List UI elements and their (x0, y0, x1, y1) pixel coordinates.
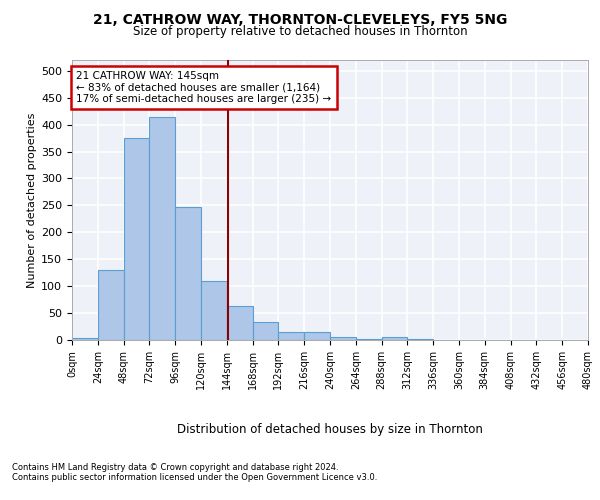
Text: Contains HM Land Registry data © Crown copyright and database right 2024.: Contains HM Land Registry data © Crown c… (12, 464, 338, 472)
Y-axis label: Number of detached properties: Number of detached properties (27, 112, 37, 288)
Text: Distribution of detached houses by size in Thornton: Distribution of detached houses by size … (177, 422, 483, 436)
Bar (253, 322, 278, 340)
Bar (278, 332, 304, 340)
Text: Contains public sector information licensed under the Open Government Licence v3: Contains public sector information licen… (12, 474, 377, 482)
Bar (98, 270, 124, 340)
Bar (72, 338, 98, 340)
Bar (124, 138, 149, 340)
Bar (149, 116, 175, 340)
Bar (227, 306, 253, 340)
Bar (356, 339, 382, 340)
Bar (407, 339, 433, 340)
Bar (330, 337, 356, 340)
Bar (175, 207, 201, 340)
Text: 21 CATHROW WAY: 145sqm
← 83% of detached houses are smaller (1,164)
17% of semi-: 21 CATHROW WAY: 145sqm ← 83% of detached… (76, 71, 331, 104)
Bar (304, 332, 330, 340)
Bar (382, 338, 407, 340)
Text: 21, CATHROW WAY, THORNTON-CLEVELEYS, FY5 5NG: 21, CATHROW WAY, THORNTON-CLEVELEYS, FY5… (93, 12, 507, 26)
Bar (201, 281, 227, 340)
Text: Size of property relative to detached houses in Thornton: Size of property relative to detached ho… (133, 25, 467, 38)
